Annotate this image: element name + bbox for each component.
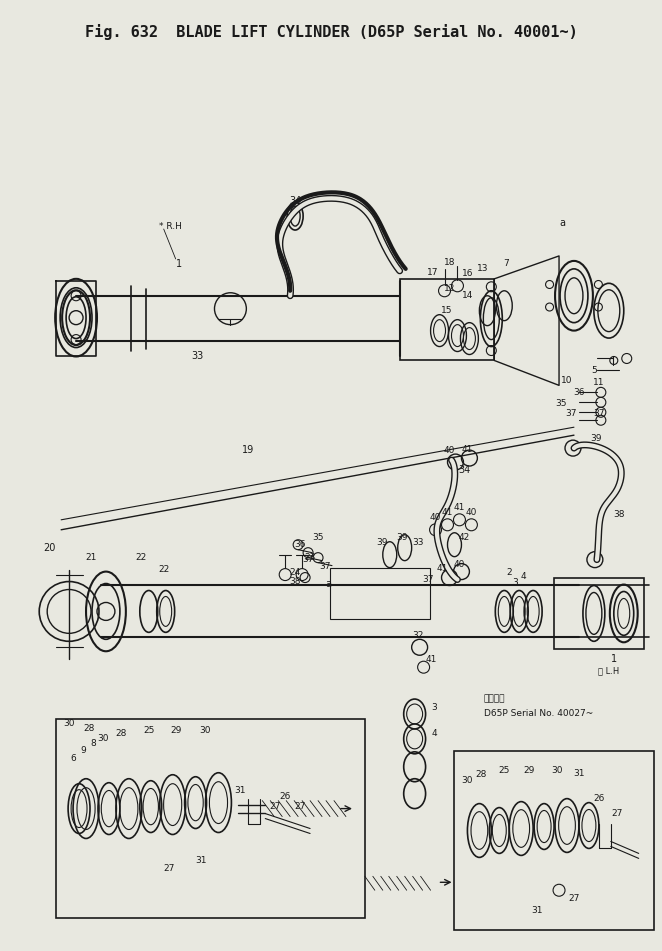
Text: 6: 6 [70,754,76,764]
Text: 11: 11 [593,378,604,387]
Text: 36: 36 [573,388,585,397]
Bar [554,577,643,650]
Bar [56,719,365,918]
Text: 10: 10 [561,376,573,385]
Text: 38: 38 [289,577,301,586]
Text: 36: 36 [295,540,306,550]
Text: 41: 41 [426,654,438,664]
Text: a: a [325,578,331,589]
Text: 12: 12 [444,284,455,293]
Text: 40: 40 [466,509,477,517]
Text: 29: 29 [524,767,535,775]
Text: D65P Serial No. 40027~: D65P Serial No. 40027~ [485,709,594,719]
Text: 7: 7 [503,260,509,268]
Text: 15: 15 [441,306,452,315]
Text: 25: 25 [498,767,510,775]
Text: 22: 22 [135,553,146,562]
Text: 2: 2 [506,568,512,577]
Text: 37: 37 [303,555,314,564]
Text: 40: 40 [430,514,442,522]
Text: 18: 18 [444,259,455,267]
Text: 40: 40 [453,560,465,569]
Text: 41: 41 [442,509,453,517]
Text: 30: 30 [200,727,211,735]
Text: 37: 37 [593,409,604,417]
Text: 30: 30 [64,720,75,728]
Text: 26: 26 [279,792,291,801]
Text: 27: 27 [295,802,306,811]
Text: 左 L.H: 左 L.H [598,667,620,675]
Text: 14: 14 [461,291,473,301]
Text: 19: 19 [242,445,254,456]
Text: * R.H: * R.H [159,222,181,230]
Text: 31: 31 [195,856,207,864]
Text: 35: 35 [555,398,567,408]
Text: 41: 41 [453,503,465,513]
Text: 37: 37 [319,562,331,572]
Text: 30: 30 [461,776,473,786]
Text: 28: 28 [115,729,126,738]
Text: 32: 32 [412,631,423,640]
Text: 5: 5 [591,366,596,375]
Text: 27: 27 [269,802,281,811]
Bar [455,751,653,930]
Text: 31: 31 [573,769,585,778]
Text: 3: 3 [432,703,438,711]
Text: 38: 38 [613,511,624,519]
Text: 8: 8 [90,739,96,748]
Text: 27: 27 [163,864,174,873]
Text: 30: 30 [97,734,109,744]
Text: 31: 31 [234,786,246,795]
Text: 20: 20 [43,543,56,553]
Text: 1: 1 [175,259,181,269]
Text: 42: 42 [459,534,470,542]
Text: 39: 39 [590,434,602,442]
Text: 22: 22 [158,565,169,574]
Text: 41: 41 [437,564,448,573]
Text: 4: 4 [432,729,438,738]
Text: Fig. 632  BLADE LIFT CYLINDER (D65P Serial No. 40001~): Fig. 632 BLADE LIFT CYLINDER (D65P Seria… [85,24,577,40]
Text: 39: 39 [376,538,387,547]
Text: 35: 35 [312,534,324,542]
Bar [400,279,495,360]
Text: 適用号等: 適用号等 [483,694,505,704]
Text: 31: 31 [532,905,543,915]
Text: 24: 24 [289,568,301,577]
Text: 4: 4 [520,573,526,581]
Text: 3: 3 [512,578,518,587]
Text: 34: 34 [458,465,471,475]
Text: 40: 40 [444,446,455,455]
Bar [330,568,430,619]
Text: 39: 39 [396,534,407,542]
Text: 23: 23 [305,553,316,562]
Text: 33: 33 [412,538,424,547]
Text: 16: 16 [461,269,473,279]
Text: a: a [559,218,565,228]
Text: 27: 27 [611,809,622,818]
Text: 17: 17 [427,268,438,278]
Text: 33: 33 [191,351,204,360]
Text: 37: 37 [422,575,434,584]
Text: 1: 1 [611,654,617,664]
Text: 34: 34 [289,196,301,206]
Text: 28: 28 [83,725,95,733]
Text: 9: 9 [80,747,86,755]
Text: 26: 26 [593,794,604,804]
Text: 13: 13 [477,264,488,273]
Text: 28: 28 [476,770,487,779]
Text: 37: 37 [565,409,577,417]
Text: 27: 27 [568,894,580,902]
Text: 25: 25 [143,727,154,735]
Text: 29: 29 [170,727,181,735]
Text: 21: 21 [85,553,97,562]
Text: 41: 41 [461,445,473,454]
Text: 30: 30 [551,767,563,775]
